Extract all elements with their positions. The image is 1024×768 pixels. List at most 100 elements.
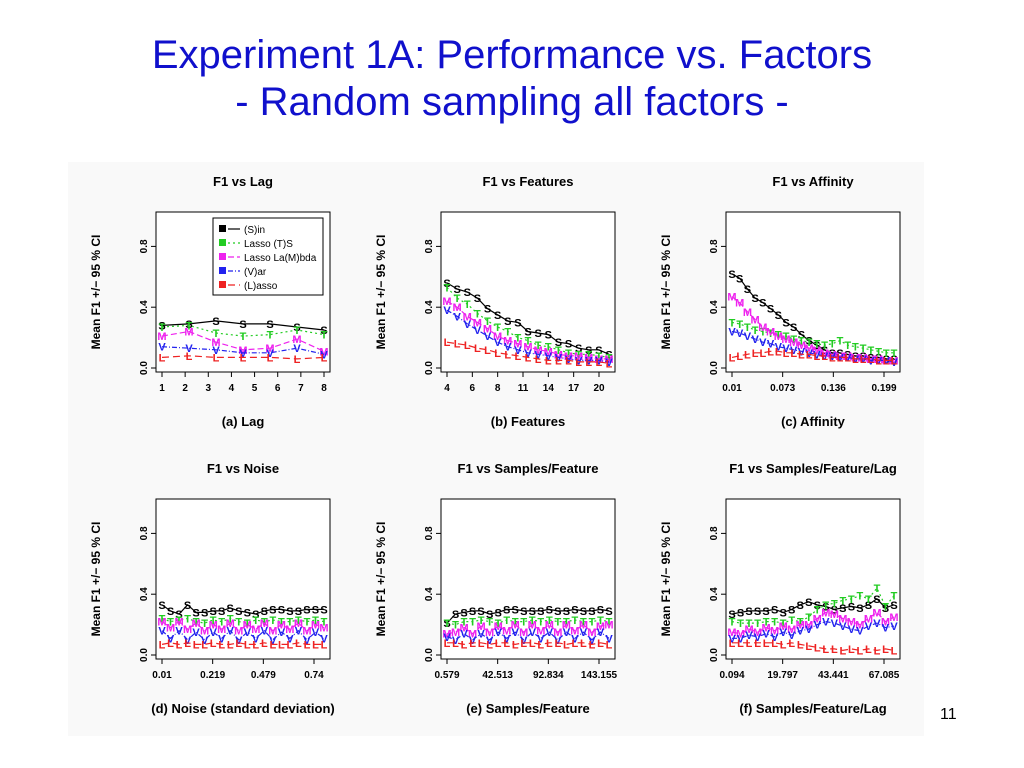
data-point-marker: S: [865, 600, 872, 612]
data-point-marker: S: [790, 322, 797, 334]
data-point-marker: V: [320, 349, 328, 361]
data-point-marker: M: [545, 620, 554, 632]
data-point-marker: L: [184, 638, 191, 650]
y-tick-label: 0.0: [424, 361, 435, 375]
x-tick-label: 14: [543, 383, 555, 394]
data-point-marker: L: [312, 639, 319, 651]
data-point-marker: V: [469, 635, 477, 647]
data-point-marker: S: [320, 325, 327, 337]
data-point-marker: L: [867, 354, 874, 366]
data-point-marker: T: [278, 617, 285, 629]
data-point-marker: V: [201, 635, 209, 647]
data-point-marker: L: [837, 352, 844, 364]
data-point-marker: L: [520, 638, 527, 650]
data-point-marker: L: [596, 357, 603, 369]
data-point-marker: T: [744, 322, 751, 334]
data-point-marker: T: [596, 351, 603, 363]
data-point-marker: S: [320, 604, 327, 616]
series-line: [732, 620, 895, 639]
data-point-marker: M: [889, 355, 898, 367]
data-point-marker: T: [159, 614, 166, 626]
data-point-marker: M: [774, 331, 783, 343]
data-point-marker: V: [278, 627, 286, 639]
chart-panel-samples-feature-lag: F1 vs Samples/Feature/Lag Mean F1 +/− 95 …: [659, 461, 901, 716]
data-point-marker: V: [312, 627, 320, 639]
data-point-marker: M: [523, 342, 532, 354]
data-point-marker: S: [555, 337, 562, 349]
data-point-marker: S: [192, 607, 199, 619]
data-point-marker: M: [319, 623, 328, 635]
data-point-marker: L: [606, 358, 613, 370]
data-point-marker: M: [174, 617, 183, 629]
data-point-marker: L: [545, 355, 552, 367]
data-point-marker: M: [302, 626, 311, 638]
data-point-marker: S: [486, 609, 493, 621]
data-point-marker: V: [477, 629, 485, 641]
data-point-marker: M: [166, 623, 175, 635]
data-point-marker: L: [554, 638, 561, 650]
data-point-marker: V: [856, 626, 864, 638]
data-point-marker: L: [461, 639, 468, 651]
data-point-marker: S: [767, 304, 774, 316]
series-line: [161, 603, 324, 615]
data-point-marker: S: [848, 601, 855, 613]
data-point-marker: L: [865, 644, 872, 656]
data-point-marker: T: [218, 617, 225, 629]
data-point-marker: S: [805, 336, 812, 348]
data-point-marker: L: [565, 355, 572, 367]
data-point-marker: M: [493, 331, 502, 343]
data-point-marker: V: [822, 617, 830, 629]
data-point-marker: L: [240, 352, 247, 364]
data-point-marker: V: [464, 319, 472, 331]
data-point-marker: M: [442, 296, 451, 308]
data-point-marker: L: [822, 644, 829, 656]
data-point-marker: M: [727, 292, 736, 304]
data-point-marker: M: [564, 351, 573, 363]
data-point-marker: M: [494, 621, 503, 633]
data-point-marker: L: [831, 644, 838, 656]
data-point-marker: T: [844, 340, 851, 352]
data-point-marker: L: [848, 644, 855, 656]
data-point-marker: S: [218, 606, 225, 618]
y-tick-label: 0.8: [139, 239, 150, 253]
data-point-marker: V: [848, 624, 856, 636]
data-point-marker: M: [265, 343, 274, 355]
data-point-marker: M: [502, 626, 511, 638]
data-point-marker: M: [847, 617, 856, 629]
data-point-marker: M: [787, 624, 796, 636]
data-point-marker: M: [511, 620, 520, 632]
data-point-marker: T: [321, 617, 328, 629]
y-tick-label: 0.8: [424, 526, 435, 540]
data-point-marker: T: [461, 617, 468, 629]
data-point-marker: L: [546, 638, 553, 650]
data-point-marker: M: [226, 618, 235, 630]
data-point-marker: M: [736, 629, 745, 641]
x-tick-label: 0.199: [871, 383, 896, 394]
data-point-marker: V: [844, 352, 852, 364]
data-point-marker: L: [444, 337, 451, 349]
legend-entry: Lasso La(M)bda: [244, 253, 317, 264]
slide-title-line-2: - Random sampling all factors -: [235, 80, 789, 124]
data-point-marker: V: [504, 342, 512, 354]
data-point-marker: T: [321, 330, 328, 342]
data-point-marker: M: [211, 337, 220, 349]
data-point-marker: V: [546, 627, 554, 639]
chart-panel-samples-feature: F1 vs Samples/Feature Mean F1 +/− 95 % CI…: [374, 461, 618, 716]
data-point-marker: T: [535, 340, 542, 352]
data-point-marker: V: [788, 630, 796, 642]
data-point-marker: V: [184, 635, 192, 647]
chart-panel-affinity: F1 vs Affinity Mean F1 +/− 95 % CI 0.0 0.4 0…: [659, 174, 901, 429]
x-tick-label: 42.513: [482, 670, 513, 681]
plot-area: [725, 211, 901, 373]
y-tick-label: 0.4: [139, 587, 150, 601]
data-point-marker: V: [797, 626, 805, 638]
data-point-marker: L: [525, 352, 532, 364]
data-point-marker: M: [544, 346, 553, 358]
x-tick-label: 0.74: [304, 670, 324, 681]
data-point-marker: V: [453, 311, 461, 323]
data-point-marker: V: [771, 632, 779, 644]
data-point-marker: L: [213, 352, 220, 364]
data-point-marker: V: [443, 305, 451, 317]
data-point-marker: M: [238, 345, 247, 357]
data-point-marker: L: [874, 645, 881, 657]
